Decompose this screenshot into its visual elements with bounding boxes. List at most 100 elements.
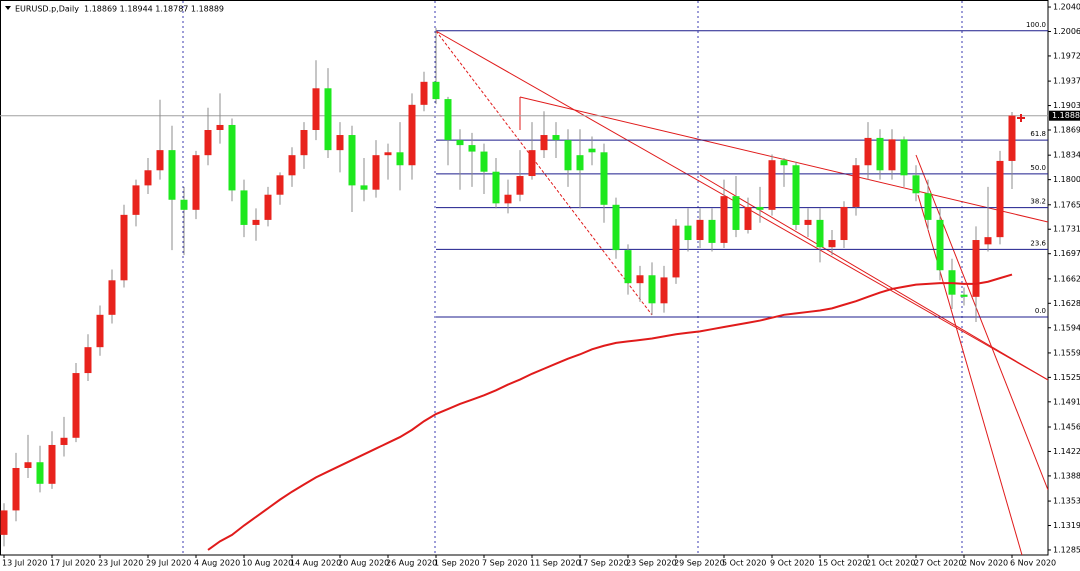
x-tick-label: 7 Sep 2020 — [482, 559, 528, 568]
candle-body — [204, 130, 212, 156]
candle-body — [252, 219, 260, 225]
candle-body — [180, 199, 188, 210]
candle-body — [456, 140, 464, 146]
x-tick-label: 10 Aug 2020 — [242, 559, 293, 568]
trendline — [435, 30, 653, 316]
y-tick-label: 1.17650 — [1053, 200, 1080, 209]
candle-body — [696, 219, 704, 241]
candle-body — [888, 139, 896, 171]
candle-body — [324, 88, 332, 151]
y-tick-label: 1.12850 — [1053, 545, 1080, 554]
candle-body — [216, 124, 224, 131]
candle-body — [852, 165, 860, 207]
candle-body — [444, 99, 452, 141]
candle-body — [936, 219, 944, 271]
candle-body — [828, 240, 836, 248]
trendline — [435, 30, 1048, 381]
y-tick-label: 1.18000 — [1053, 175, 1080, 184]
fib-label: 50.0 — [1030, 164, 1046, 172]
x-tick-label: 9 Oct 2020 — [770, 559, 814, 568]
candle-body — [480, 151, 488, 172]
candle-body — [624, 250, 632, 284]
x-tick-label: 4 Aug 2020 — [194, 559, 240, 568]
x-tick-label: 11 Sep 2020 — [530, 559, 581, 568]
candle-body — [12, 467, 20, 511]
y-tick-label: 1.13530 — [1053, 497, 1080, 506]
candle-body — [312, 88, 320, 131]
candle-body — [768, 160, 776, 210]
candle-body — [672, 225, 680, 278]
candle-body — [156, 150, 164, 171]
moving-average — [207, 273, 1013, 551]
x-tick-label: 23 Sep 2020 — [626, 559, 677, 568]
x-tick-label: 15 Oct 2020 — [818, 559, 867, 568]
current-price-label: 1.18889 — [1052, 111, 1080, 120]
x-tick-label: 14 Aug 2020 — [290, 559, 341, 568]
trendline — [915, 154, 1048, 491]
candle-body — [876, 137, 884, 171]
candle-body — [108, 280, 116, 315]
candle-body — [504, 194, 512, 204]
current-price-box — [1049, 110, 1080, 121]
candle-body — [900, 139, 908, 176]
candle-body — [384, 152, 392, 156]
y-tick-label: 1.14560 — [1053, 422, 1080, 431]
candle-body — [264, 194, 272, 220]
y-tick-label: 1.13190 — [1053, 521, 1080, 530]
y-tick-label: 1.20060 — [1053, 27, 1080, 36]
candle-body — [540, 135, 548, 151]
candle-body — [720, 196, 728, 243]
x-tick-label: 23 Jul 2020 — [98, 559, 143, 568]
candle-body — [192, 155, 200, 210]
fib-label: 38.2 — [1030, 198, 1046, 206]
fib-label: 23.6 — [1030, 239, 1046, 247]
y-tick-label: 1.16280 — [1053, 299, 1080, 308]
candle-body — [336, 135, 344, 151]
candle-body — [840, 206, 848, 241]
candle-body — [360, 185, 368, 190]
y-tick-label: 1.19720 — [1053, 51, 1080, 60]
y-tick-label: 1.17310 — [1053, 225, 1080, 234]
candle-body — [372, 155, 380, 190]
menu-icon[interactable] — [5, 6, 11, 10]
fib-label: 100.0 — [1026, 21, 1046, 29]
candle-body — [276, 175, 284, 195]
candle-body — [492, 171, 500, 204]
candle-body — [144, 170, 152, 186]
candle-body — [924, 193, 932, 220]
candle-body — [864, 137, 872, 166]
candle-body — [972, 240, 980, 297]
candle-body — [792, 165, 800, 225]
x-tick-label: 17 Jul 2020 — [50, 559, 95, 568]
x-tick-label: 29 Jul 2020 — [146, 559, 191, 568]
candle-body — [528, 150, 536, 177]
y-tick-label: 1.15590 — [1053, 348, 1080, 357]
candle-body — [348, 135, 356, 186]
candle-body — [960, 294, 968, 297]
y-tick-label: 1.16970 — [1053, 249, 1080, 258]
candle-body — [1008, 115, 1016, 161]
y-tick-label: 1.14910 — [1053, 397, 1080, 406]
candle-body — [780, 160, 788, 166]
x-tick-label: 21 Oct 2020 — [866, 559, 915, 568]
y-tick-label: 1.19370 — [1053, 77, 1080, 86]
candle-body — [744, 206, 752, 230]
candle-body — [576, 155, 584, 171]
candle-body — [660, 277, 668, 304]
y-tick-label: 1.14220 — [1053, 447, 1080, 456]
x-tick-label: 13 Jul 2020 — [2, 559, 47, 568]
candle-body — [648, 275, 656, 304]
candle-body — [732, 196, 740, 230]
candle-body — [912, 175, 920, 194]
candle-body — [240, 190, 248, 225]
candle-body — [96, 314, 104, 348]
x-tick-label: 1 Sep 2020 — [434, 559, 480, 568]
candle-body — [588, 148, 596, 153]
candle-body — [60, 437, 68, 445]
candle-body — [24, 462, 32, 468]
candle-body — [168, 150, 176, 200]
y-tick-label: 1.18690 — [1053, 126, 1080, 135]
candle-body — [996, 160, 1004, 238]
candle-body — [636, 275, 644, 284]
